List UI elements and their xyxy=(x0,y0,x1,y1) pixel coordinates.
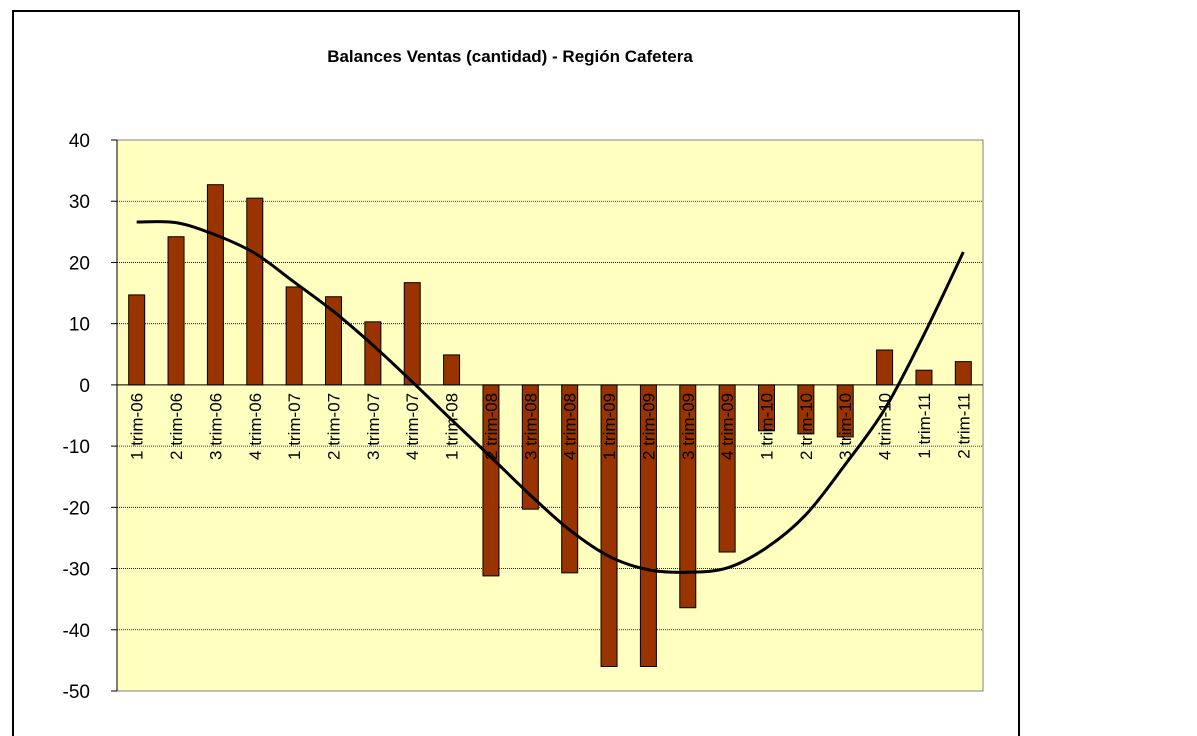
x-tick-label: 3 trim-10 xyxy=(836,393,855,460)
x-tick-label: 2 trim-11 xyxy=(954,393,973,459)
x-tick-label: 2 trim-10 xyxy=(797,393,816,460)
y-tick-label: -40 xyxy=(63,621,90,642)
x-tick-label: 1 trim-10 xyxy=(758,393,777,460)
trend-line xyxy=(136,220,965,574)
bar xyxy=(954,361,972,386)
bar xyxy=(206,184,224,386)
bar xyxy=(285,286,303,386)
x-tick-label: 3 trim-07 xyxy=(364,393,383,460)
x-tick-label: 4 trim-10 xyxy=(876,393,895,460)
bar xyxy=(876,349,894,386)
bar xyxy=(246,197,264,386)
x-tick-label: 3 trim-06 xyxy=(206,393,225,460)
x-tick-label: 1 trim-09 xyxy=(600,393,619,460)
x-tick-label: 1 trim-08 xyxy=(443,393,462,460)
x-tick-label: 2 trim-08 xyxy=(482,393,501,460)
x-tick-label: 1 trim-06 xyxy=(128,393,147,460)
x-tick-label: 2 trim-06 xyxy=(167,393,186,460)
chart-title: Balances Ventas (cantidad) - Región Cafe… xyxy=(327,47,693,66)
y-tick-label: 40 xyxy=(69,131,90,152)
x-tick-label: 3 trim-09 xyxy=(679,393,698,460)
y-tick-label: 10 xyxy=(69,315,90,336)
y-tick-label: 0 xyxy=(79,376,90,397)
y-tick-label: 30 xyxy=(69,192,90,213)
bar xyxy=(915,369,933,386)
bar xyxy=(403,282,421,386)
bar xyxy=(167,236,185,386)
y-tick-label: -50 xyxy=(63,682,90,703)
y-tick-label: -30 xyxy=(63,560,90,581)
x-tick-label: 2 trim-09 xyxy=(639,393,658,460)
x-tick-label: 3 trim-08 xyxy=(521,393,540,460)
x-tick-label: 4 trim-07 xyxy=(403,393,422,460)
x-tick-label: 1 trim-11 xyxy=(915,393,934,459)
bar xyxy=(443,354,461,386)
x-tick-label: 4 trim-08 xyxy=(561,393,580,460)
x-tick-label: 1 trim-07 xyxy=(285,393,304,460)
x-tick-label: 2 trim-07 xyxy=(325,393,344,460)
x-tick-label: 4 trim-09 xyxy=(718,393,737,460)
bar xyxy=(364,321,382,386)
x-tick-label: 4 trim-06 xyxy=(246,393,265,460)
bar xyxy=(128,294,146,386)
y-tick-label: 20 xyxy=(69,253,90,274)
y-tick-label: -10 xyxy=(63,437,90,458)
y-tick-label: -20 xyxy=(63,498,90,519)
